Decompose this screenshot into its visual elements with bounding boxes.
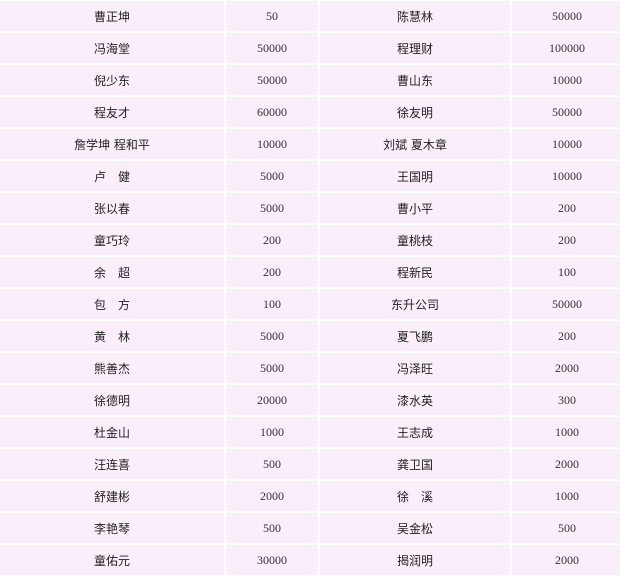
donor-name-cell: 徐友明: [320, 97, 510, 127]
donor-name-cell: 张以春: [0, 193, 224, 223]
amount-cell: 2000: [226, 481, 318, 511]
donor-name-cell: 曹正坤: [0, 1, 224, 31]
table-row: 曹正坤 50 陈慧林 50000: [0, 1, 620, 31]
amount-cell: 5000: [226, 353, 318, 383]
amount-cell: 200: [226, 225, 318, 255]
donor-name-cell: 徐 溪: [320, 481, 510, 511]
amount-cell: 100: [226, 289, 318, 319]
donor-name-cell: 余 超: [0, 257, 224, 287]
amount-cell: 500: [226, 513, 318, 543]
table-row: 程友才 60000 徐友明 50000: [0, 97, 620, 127]
amount-cell: 300: [512, 385, 620, 415]
donor-name-cell: 陈慧林: [320, 1, 510, 31]
amount-cell: 200: [226, 257, 318, 287]
amount-cell: 200: [512, 193, 620, 223]
amount-cell: 500: [512, 513, 620, 543]
donor-name-cell: 倪少东: [0, 65, 224, 95]
amount-cell: 10000: [512, 65, 620, 95]
donor-name-cell: 吴金松: [320, 513, 510, 543]
amount-cell: 30000: [226, 545, 318, 575]
table-row: 童巧玲 200 童桃枝 200: [0, 225, 620, 255]
donor-name-cell: 杜金山: [0, 417, 224, 447]
amount-cell: 10000: [512, 161, 620, 191]
donor-name-cell: 徐德明: [0, 385, 224, 415]
table-row: 包 方 100 东升公司 50000: [0, 289, 620, 319]
table-row: 詹学坤 程和平 10000 刘斌 夏木章 10000: [0, 129, 620, 159]
donor-name-cell: 刘斌 夏木章: [320, 129, 510, 159]
amount-cell: 2000: [512, 545, 620, 575]
amount-cell: 5000: [226, 193, 318, 223]
donor-name-cell: 王志成: [320, 417, 510, 447]
donor-name-cell: 漆水英: [320, 385, 510, 415]
amount-cell: 2000: [512, 353, 620, 383]
amount-cell: 20000: [226, 385, 318, 415]
donor-name-cell: 曹小平: [320, 193, 510, 223]
donor-name-cell: 冯泽旺: [320, 353, 510, 383]
table-row: 汪连喜 500 龚卫国 2000: [0, 449, 620, 479]
amount-cell: 5000: [226, 161, 318, 191]
amount-cell: 500: [226, 449, 318, 479]
table-row: 卢 健 5000 王国明 10000: [0, 161, 620, 191]
donor-name-cell: 熊善杰: [0, 353, 224, 383]
donor-name-cell: 王国明: [320, 161, 510, 191]
amount-cell: 10000: [512, 129, 620, 159]
table-row: 熊善杰 5000 冯泽旺 2000: [0, 353, 620, 383]
table-row: 李艳琴 500 吴金松 500: [0, 513, 620, 543]
donor-name-cell: 舒建彬: [0, 481, 224, 511]
amount-cell: 100000: [512, 33, 620, 63]
table-row: 徐德明 20000 漆水英 300: [0, 385, 620, 415]
donor-name-cell: 童巧玲: [0, 225, 224, 255]
amount-cell: 5000: [226, 321, 318, 351]
donor-name-cell: 东升公司: [320, 289, 510, 319]
donor-name-cell: 夏飞鹏: [320, 321, 510, 351]
table-row: 张以春 5000 曹小平 200: [0, 193, 620, 223]
donor-name-cell: 童桃枝: [320, 225, 510, 255]
donor-name-cell: 揭润明: [320, 545, 510, 575]
donor-name-cell: 童佑元: [0, 545, 224, 575]
amount-cell: 50000: [226, 65, 318, 95]
amount-cell: 50000: [512, 97, 620, 127]
amount-cell: 60000: [226, 97, 318, 127]
donor-name-cell: 李艳琴: [0, 513, 224, 543]
amount-cell: 100: [512, 257, 620, 287]
table-row: 童佑元 30000 揭润明 2000: [0, 545, 620, 575]
table-row: 倪少东 50000 曹山东 10000: [0, 65, 620, 95]
donor-name-cell: 龚卫国: [320, 449, 510, 479]
amount-cell: 50000: [512, 289, 620, 319]
donor-name-cell: 程理财: [320, 33, 510, 63]
table-row: 杜金山 1000 王志成 1000: [0, 417, 620, 447]
donor-name-cell: 包 方: [0, 289, 224, 319]
donor-name-cell: 冯海堂: [0, 33, 224, 63]
donor-name-cell: 曹山东: [320, 65, 510, 95]
donor-name-cell: 汪连喜: [0, 449, 224, 479]
amount-cell: 200: [512, 321, 620, 351]
donor-name-cell: 程友才: [0, 97, 224, 127]
donor-name-cell: 詹学坤 程和平: [0, 129, 224, 159]
donor-name-cell: 卢 健: [0, 161, 224, 191]
amount-cell: 50: [226, 1, 318, 31]
amount-cell: 1000: [226, 417, 318, 447]
amount-cell: 10000: [226, 129, 318, 159]
table-row: 冯海堂 50000 程理财 100000: [0, 33, 620, 63]
table-row: 黄 林 5000 夏飞鹏 200: [0, 321, 620, 351]
amount-cell: 50000: [512, 1, 620, 31]
amount-cell: 1000: [512, 417, 620, 447]
donor-name-cell: 黄 林: [0, 321, 224, 351]
table-row: 舒建彬 2000 徐 溪 1000: [0, 481, 620, 511]
donor-name-cell: 程新民: [320, 257, 510, 287]
amount-cell: 2000: [512, 449, 620, 479]
amount-cell: 50000: [226, 33, 318, 63]
table-row: 余 超 200 程新民 100: [0, 257, 620, 287]
amount-cell: 1000: [512, 481, 620, 511]
amount-cell: 200: [512, 225, 620, 255]
